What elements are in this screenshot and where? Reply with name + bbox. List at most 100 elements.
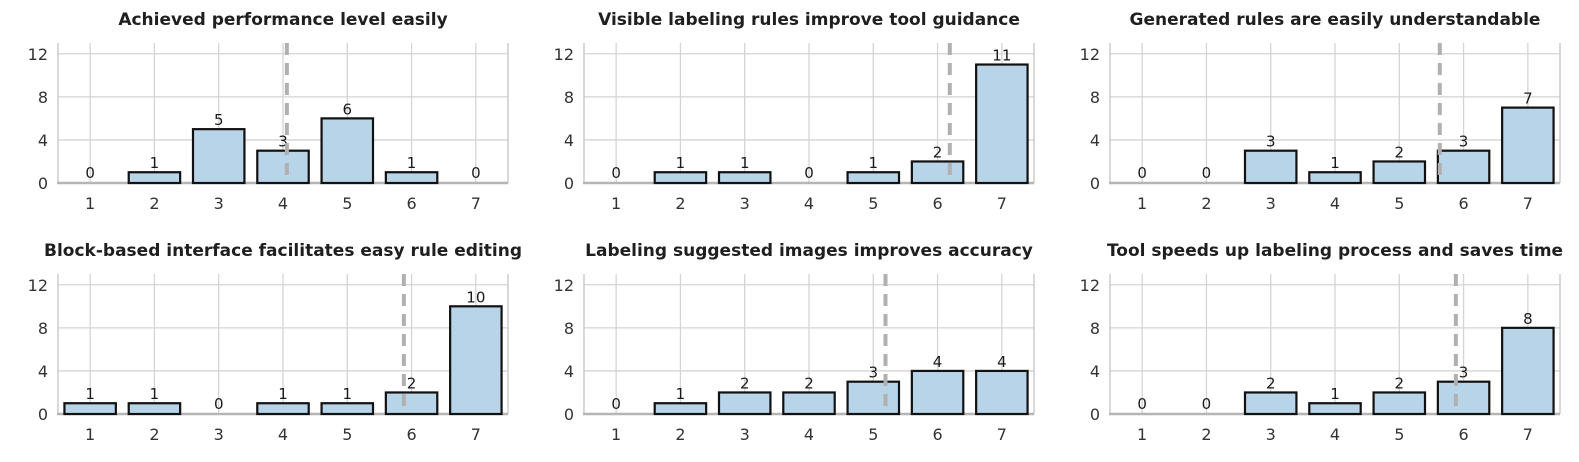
svg-text:0: 0 bbox=[1090, 174, 1100, 193]
svg-text:2: 2 bbox=[675, 425, 685, 444]
svg-text:1: 1 bbox=[407, 154, 417, 172]
svg-text:1: 1 bbox=[676, 154, 686, 172]
svg-text:3: 3 bbox=[214, 425, 224, 444]
svg-text:4: 4 bbox=[278, 425, 288, 444]
svg-text:4: 4 bbox=[997, 353, 1007, 371]
svg-text:4: 4 bbox=[804, 194, 814, 213]
svg-text:3: 3 bbox=[1266, 194, 1276, 213]
svg-text:6: 6 bbox=[932, 194, 942, 213]
svg-text:0: 0 bbox=[38, 405, 48, 424]
chart-visible-labeling-rules: Visible labeling rules improve tool guid… bbox=[526, 0, 1052, 231]
svg-text:1: 1 bbox=[1330, 385, 1340, 403]
svg-text:4: 4 bbox=[564, 362, 574, 381]
chart-block-based-interface: Block-based interface facilitates easy r… bbox=[0, 231, 526, 462]
svg-text:4: 4 bbox=[278, 194, 288, 213]
svg-text:10: 10 bbox=[466, 288, 485, 306]
svg-text:6: 6 bbox=[932, 425, 942, 444]
svg-text:5: 5 bbox=[214, 111, 224, 129]
svg-text:5: 5 bbox=[1394, 194, 1404, 213]
svg-text:0: 0 bbox=[611, 164, 621, 182]
svg-text:12: 12 bbox=[1080, 45, 1100, 64]
svg-text:12: 12 bbox=[1080, 276, 1100, 295]
chart-tool-speeds-up: Tool speeds up labeling process and save… bbox=[1052, 231, 1578, 462]
chart-generated-rules: Generated rules are easily understandabl… bbox=[1052, 0, 1578, 231]
svg-text:8: 8 bbox=[1090, 319, 1100, 338]
svg-text:7: 7 bbox=[997, 425, 1007, 444]
svg-text:8: 8 bbox=[564, 319, 574, 338]
svg-text:12: 12 bbox=[28, 45, 48, 64]
svg-text:3: 3 bbox=[214, 194, 224, 213]
svg-text:11: 11 bbox=[992, 47, 1011, 65]
svg-text:1: 1 bbox=[150, 154, 160, 172]
chart-title: Achieved performance level easily bbox=[118, 10, 448, 30]
svg-text:1: 1 bbox=[1330, 154, 1340, 172]
svg-text:1: 1 bbox=[869, 154, 879, 172]
svg-text:8: 8 bbox=[564, 88, 574, 107]
svg-text:12: 12 bbox=[554, 45, 574, 64]
svg-text:6: 6 bbox=[343, 100, 353, 118]
svg-text:2: 2 bbox=[740, 374, 750, 392]
svg-text:6: 6 bbox=[406, 425, 416, 444]
svg-text:8: 8 bbox=[1090, 88, 1100, 107]
svg-text:4: 4 bbox=[1090, 362, 1100, 381]
svg-text:6: 6 bbox=[1458, 425, 1468, 444]
svg-text:0: 0 bbox=[214, 395, 224, 413]
svg-text:1: 1 bbox=[611, 194, 621, 213]
chart-title: Tool speeds up labeling process and save… bbox=[1106, 241, 1564, 261]
svg-text:0: 0 bbox=[1202, 164, 1212, 182]
svg-text:0: 0 bbox=[85, 164, 95, 182]
svg-text:1: 1 bbox=[1137, 194, 1147, 213]
svg-text:0: 0 bbox=[1202, 395, 1212, 413]
svg-text:0: 0 bbox=[1090, 405, 1100, 424]
svg-text:3: 3 bbox=[1266, 425, 1276, 444]
svg-text:7: 7 bbox=[471, 425, 481, 444]
svg-text:5: 5 bbox=[868, 425, 878, 444]
svg-text:2: 2 bbox=[1266, 374, 1276, 392]
svg-text:4: 4 bbox=[38, 131, 48, 150]
chart-title: Generated rules are easily understandabl… bbox=[1129, 10, 1541, 30]
svg-text:0: 0 bbox=[804, 164, 814, 182]
svg-text:1: 1 bbox=[676, 385, 686, 403]
svg-text:2: 2 bbox=[149, 194, 159, 213]
svg-text:7: 7 bbox=[1523, 90, 1533, 108]
svg-text:2: 2 bbox=[933, 143, 943, 161]
svg-text:4: 4 bbox=[564, 131, 574, 150]
svg-text:0: 0 bbox=[38, 174, 48, 193]
svg-text:3: 3 bbox=[1459, 133, 1469, 151]
svg-text:1: 1 bbox=[85, 425, 95, 444]
svg-text:1: 1 bbox=[611, 425, 621, 444]
svg-text:3: 3 bbox=[740, 425, 750, 444]
svg-text:0: 0 bbox=[1137, 164, 1147, 182]
svg-text:0: 0 bbox=[564, 405, 574, 424]
svg-text:6: 6 bbox=[406, 194, 416, 213]
svg-text:4: 4 bbox=[933, 353, 943, 371]
chart-achieved-performance: Achieved performance level easily 0 4 8 12 1… bbox=[0, 0, 526, 231]
svg-text:5: 5 bbox=[342, 425, 352, 444]
svg-text:4: 4 bbox=[38, 362, 48, 381]
svg-text:4: 4 bbox=[1090, 131, 1100, 150]
svg-text:7: 7 bbox=[997, 194, 1007, 213]
svg-text:2: 2 bbox=[804, 374, 814, 392]
svg-text:2: 2 bbox=[1395, 374, 1405, 392]
svg-text:3: 3 bbox=[740, 194, 750, 213]
chart-labeling-suggested-images: Labeling suggested images improves accur… bbox=[526, 231, 1052, 462]
svg-text:2: 2 bbox=[1201, 425, 1211, 444]
svg-text:2: 2 bbox=[1395, 143, 1405, 161]
svg-text:7: 7 bbox=[471, 194, 481, 213]
svg-text:1: 1 bbox=[85, 194, 95, 213]
svg-text:5: 5 bbox=[868, 194, 878, 213]
svg-text:1: 1 bbox=[150, 385, 160, 403]
svg-text:1: 1 bbox=[278, 385, 288, 403]
svg-text:5: 5 bbox=[1394, 425, 1404, 444]
svg-text:1: 1 bbox=[343, 385, 353, 403]
svg-text:1: 1 bbox=[85, 385, 95, 403]
svg-text:0: 0 bbox=[611, 395, 621, 413]
svg-text:4: 4 bbox=[804, 425, 814, 444]
chart-title: Block-based interface facilitates easy r… bbox=[44, 241, 522, 261]
